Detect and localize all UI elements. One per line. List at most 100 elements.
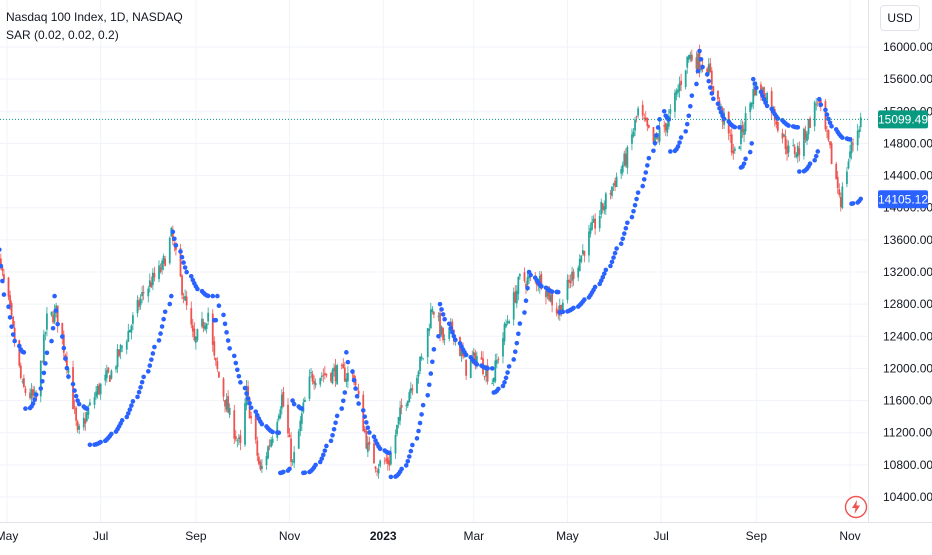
sar-dot bbox=[237, 374, 242, 379]
candle-body bbox=[605, 194, 607, 209]
sar-dot bbox=[323, 448, 328, 453]
candle-body bbox=[270, 440, 272, 447]
candle-body bbox=[98, 384, 100, 393]
sar-dot bbox=[344, 350, 349, 355]
sar-dot bbox=[636, 190, 641, 195]
candle-body bbox=[785, 136, 787, 149]
candle-body bbox=[304, 400, 306, 402]
candle-body bbox=[267, 447, 269, 459]
candle-body bbox=[614, 181, 616, 187]
sar-dot bbox=[694, 82, 699, 87]
sar-dot bbox=[405, 459, 410, 464]
candle-body bbox=[310, 372, 312, 373]
price-axis[interactable]: 10400.0010800.0011200.0011600.0012000.00… bbox=[869, 0, 932, 522]
candle-body bbox=[32, 389, 34, 395]
candle-body bbox=[599, 216, 601, 228]
candle-body bbox=[643, 118, 645, 119]
candle-body bbox=[77, 421, 79, 430]
candle-body bbox=[107, 367, 109, 372]
candle-body bbox=[691, 55, 693, 61]
candle-body bbox=[127, 331, 129, 342]
sar-dot bbox=[163, 309, 168, 314]
candle-body bbox=[118, 350, 120, 356]
lightning-icon[interactable] bbox=[844, 495, 868, 519]
candle-body bbox=[344, 368, 346, 382]
candle-body bbox=[742, 125, 744, 132]
candle-body bbox=[663, 125, 665, 126]
price-tick-label: 11200.00 bbox=[883, 426, 932, 440]
candle-body bbox=[115, 367, 117, 370]
candle-body bbox=[203, 322, 205, 328]
candle-body bbox=[365, 431, 367, 448]
sar-dot bbox=[582, 297, 587, 302]
candle-body bbox=[276, 422, 278, 438]
candle-body bbox=[94, 397, 96, 405]
candle-body bbox=[9, 295, 11, 306]
sar-dot bbox=[685, 122, 690, 127]
candle-body bbox=[622, 165, 624, 173]
sar-dot bbox=[276, 430, 281, 435]
candle-body bbox=[841, 187, 843, 208]
sar-dot bbox=[129, 403, 134, 408]
candle-body bbox=[204, 326, 206, 330]
sar-dot bbox=[8, 315, 13, 320]
candle-body bbox=[347, 373, 349, 381]
sar-dot bbox=[447, 321, 452, 326]
candle-body bbox=[322, 375, 324, 376]
sar-dot bbox=[249, 405, 254, 410]
candle-body bbox=[147, 289, 149, 297]
sar-dot bbox=[522, 310, 527, 315]
sar-dot bbox=[717, 106, 722, 111]
candle-body bbox=[806, 134, 808, 141]
candle-body bbox=[860, 117, 862, 127]
sar-dot bbox=[32, 397, 37, 402]
candle-body bbox=[674, 93, 676, 112]
sar-dot bbox=[12, 339, 17, 344]
candle-body bbox=[777, 122, 779, 131]
candle-body bbox=[315, 383, 317, 385]
candle-body bbox=[201, 319, 203, 327]
sar-dot bbox=[561, 310, 566, 315]
candle-body bbox=[272, 439, 274, 443]
candle-body bbox=[470, 360, 472, 378]
candle-body bbox=[132, 315, 134, 324]
candle-body bbox=[838, 189, 840, 195]
sar-dot bbox=[217, 303, 222, 308]
candle-body bbox=[83, 418, 85, 428]
candle-body bbox=[473, 352, 475, 356]
candle-body bbox=[431, 309, 433, 312]
currency-button[interactable]: USD bbox=[880, 5, 920, 31]
sar-dot bbox=[65, 366, 70, 371]
sar-dot bbox=[645, 163, 650, 168]
candle-body bbox=[325, 374, 327, 376]
candle-body bbox=[161, 261, 163, 270]
sar-dot bbox=[66, 374, 71, 379]
sar-dot bbox=[180, 255, 185, 260]
sar-dot bbox=[571, 306, 576, 311]
sar-dot bbox=[161, 317, 166, 322]
candle-body bbox=[590, 228, 592, 234]
candle-body bbox=[602, 203, 604, 209]
sar-dot bbox=[421, 403, 426, 408]
sar-dot bbox=[148, 363, 153, 368]
sar-dot bbox=[502, 380, 507, 385]
candle-body bbox=[428, 329, 430, 331]
candle-body bbox=[238, 438, 240, 439]
sar-dot bbox=[355, 394, 360, 399]
symbol-title[interactable]: Nasdaq 100 Index, 1D, NASDAQ bbox=[6, 8, 183, 26]
sar-dot bbox=[448, 326, 453, 331]
candle-body bbox=[709, 63, 711, 72]
candle-body bbox=[646, 118, 648, 126]
sar-dot bbox=[716, 101, 721, 106]
sar-dot bbox=[0, 247, 2, 252]
sar-dot bbox=[246, 396, 251, 401]
candle-body bbox=[751, 103, 753, 107]
candle-body bbox=[330, 373, 332, 381]
sar-indicator-label[interactable]: SAR (0.02, 0.02, 0.2) bbox=[6, 26, 183, 44]
candle-body bbox=[21, 381, 23, 382]
sar-dot bbox=[160, 324, 165, 329]
candle-body bbox=[848, 161, 850, 168]
